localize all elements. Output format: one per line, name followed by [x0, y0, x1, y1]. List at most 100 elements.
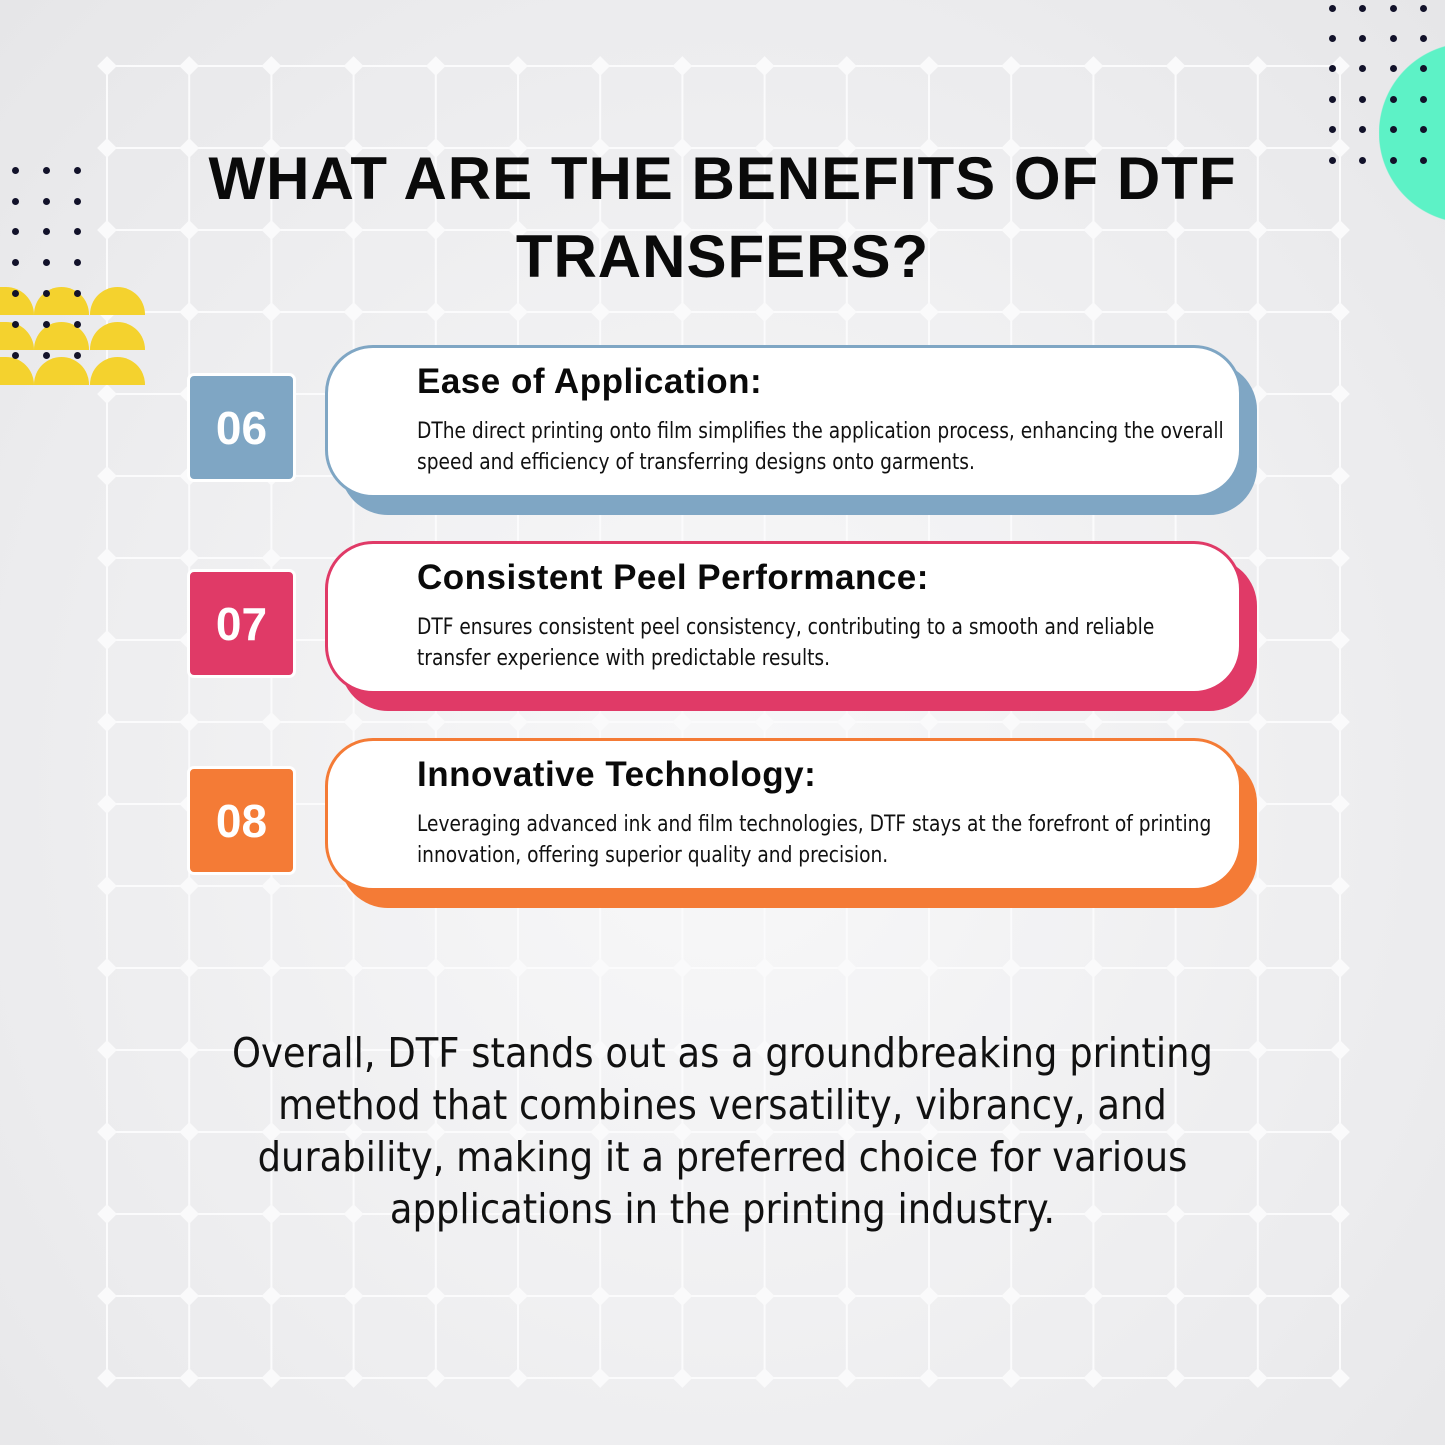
- grid-node: [97, 138, 117, 158]
- grid-node: [1083, 958, 1104, 978]
- grid-node: [1165, 302, 1186, 322]
- grid-node: [343, 302, 364, 322]
- grid-node: [836, 712, 857, 732]
- grid-node: [1001, 1286, 1022, 1306]
- grid-node: [672, 302, 693, 322]
- grid-node: [919, 958, 939, 978]
- grid-node: [97, 220, 117, 240]
- grid-node: [836, 1204, 857, 1224]
- grid-node: [1165, 138, 1186, 158]
- grid-node: [425, 138, 446, 158]
- grid-node: [836, 1122, 857, 1142]
- dot: [43, 228, 50, 235]
- grid-node: [343, 1368, 364, 1388]
- grid-node: [1247, 712, 1268, 732]
- grid-node: [425, 1368, 446, 1388]
- grid-node: [261, 1368, 282, 1388]
- benefit-description: DTF ensures consistent peel consistency,…: [417, 614, 1155, 671]
- grid-node: [97, 1122, 117, 1142]
- grid-node: [1330, 1122, 1350, 1142]
- grid-node: [1247, 1040, 1268, 1060]
- grid-node: [672, 1368, 693, 1388]
- grid-node: [1165, 1040, 1186, 1060]
- grid-node: [97, 56, 117, 76]
- grid-node: [508, 302, 528, 322]
- benefit-heading: Ease of Application:: [417, 362, 763, 401]
- dot: [1359, 126, 1366, 133]
- grid-node: [508, 958, 528, 978]
- grid-node: [179, 220, 200, 240]
- grid-node: [1247, 220, 1268, 240]
- grid-node: [836, 1040, 857, 1060]
- grid-node: [97, 958, 117, 978]
- benefit-number-badge: 06: [187, 373, 296, 482]
- grid-node: [261, 712, 282, 732]
- grid-node: [1001, 712, 1022, 732]
- grid-node: [261, 56, 282, 76]
- grid-node: [590, 56, 611, 76]
- grid-node: [1330, 1286, 1350, 1306]
- grid-node: [508, 1286, 528, 1306]
- benefit-item: 06 Ease of Application: DThe direct prin…: [0, 345, 1445, 520]
- grid-node: [261, 1286, 282, 1306]
- dot: [1420, 5, 1427, 12]
- dot: [43, 321, 50, 328]
- dot: [12, 290, 19, 297]
- dot: [1329, 96, 1336, 103]
- dot: [74, 352, 81, 359]
- grid-node: [672, 1122, 693, 1142]
- grid-node: [508, 1040, 528, 1060]
- grid-node: [261, 876, 282, 896]
- grid-node: [343, 1286, 364, 1306]
- dot: [1359, 35, 1366, 42]
- grid-node: [836, 56, 857, 76]
- grid-node: [508, 1204, 528, 1224]
- benefit-card: Consistent Peel Performance: DTF ensures…: [325, 541, 1242, 694]
- grid-node: [343, 712, 364, 732]
- grid-node: [672, 1286, 693, 1306]
- grid-node: [343, 56, 364, 76]
- grid-node: [919, 1204, 939, 1224]
- dot: [12, 352, 19, 359]
- grid-node: [754, 1040, 775, 1060]
- grid-node: [179, 1040, 200, 1060]
- grid-node: [425, 1204, 446, 1224]
- grid-node: [754, 1122, 775, 1142]
- grid-node: [1330, 56, 1350, 76]
- grid-node: [672, 56, 693, 76]
- grid-node: [508, 56, 528, 76]
- grid-node: [261, 220, 282, 240]
- grid-node: [754, 1286, 775, 1306]
- grid-node: [1330, 384, 1350, 404]
- dot: [12, 259, 19, 266]
- grid-node: [425, 220, 446, 240]
- grid-node: [1247, 548, 1268, 568]
- dot: [1390, 35, 1397, 42]
- grid-node: [919, 1122, 939, 1142]
- grid-node: [590, 1040, 611, 1060]
- grid-node: [343, 1122, 364, 1142]
- grid-node: [1330, 1204, 1350, 1224]
- grid-node: [1330, 466, 1350, 486]
- grid-node: [1330, 630, 1350, 650]
- grid-node: [1083, 1040, 1104, 1060]
- dot: [12, 321, 19, 328]
- benefit-card: Ease of Application: DThe direct printin…: [325, 345, 1242, 498]
- grid-node: [672, 1040, 693, 1060]
- grid-node: [508, 1122, 528, 1142]
- grid-node: [1083, 1122, 1104, 1142]
- grid-node: [179, 56, 200, 76]
- grid-node: [261, 138, 282, 158]
- grid-node: [590, 1122, 611, 1142]
- grid-node: [1247, 1204, 1268, 1224]
- grid-node: [1247, 56, 1268, 76]
- grid-node: [1001, 1368, 1022, 1388]
- grid-node: [508, 1368, 528, 1388]
- grid-node: [1247, 302, 1268, 322]
- dot: [43, 198, 50, 205]
- grid-node: [1330, 1040, 1350, 1060]
- dot: [74, 259, 81, 266]
- grid-node: [425, 1286, 446, 1306]
- grid-node: [179, 1286, 200, 1306]
- grid-node: [919, 712, 939, 732]
